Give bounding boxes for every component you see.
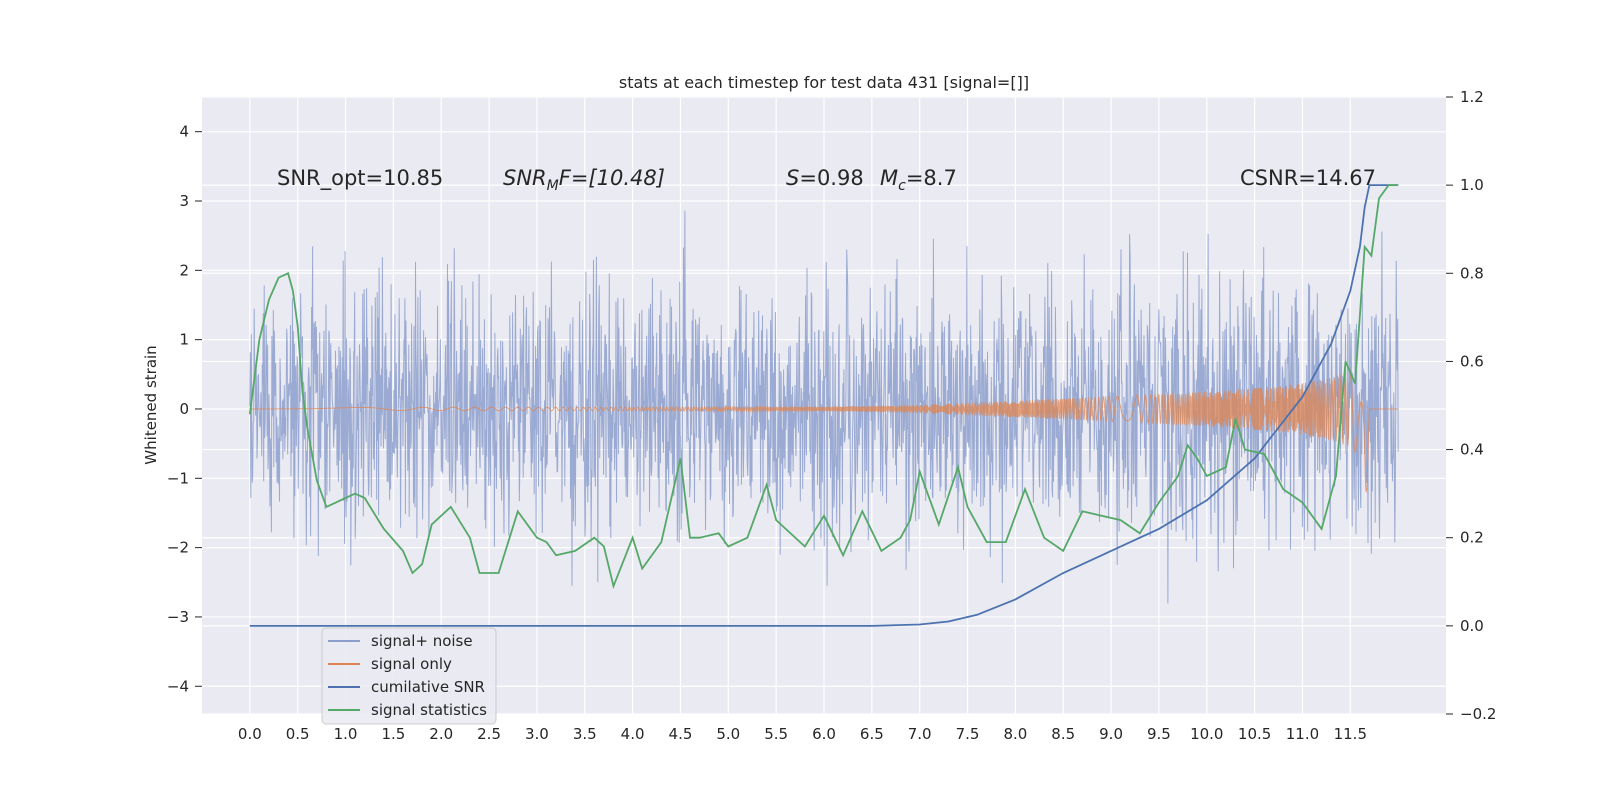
x-tick-label: 0.5	[286, 725, 310, 743]
x-tick-label: 2.0	[429, 725, 453, 743]
series-signal-noise	[249, 210, 1399, 604]
y-tick-label-left: −4	[167, 677, 189, 695]
annotation-mc-sub: c	[898, 178, 906, 194]
y-tick-label-left: −2	[167, 539, 189, 557]
chart-title: stats at each timestep for test data 431…	[619, 73, 1029, 92]
y-axis-label: Whitened strain	[142, 345, 160, 464]
y-tick-label-right: 1.0	[1460, 176, 1484, 194]
x-tick-label: 10.5	[1238, 725, 1271, 743]
series-signal-only	[249, 370, 1399, 493]
x-tick-label: 6.0	[812, 725, 836, 743]
x-tick-label: 3.0	[525, 725, 549, 743]
axes: 0.0 0.5 1.0 1.5 2.0 2.5 3.0 3.5 4.0 4.5 5.0 5.5 6.0 6…	[167, 88, 1497, 743]
y-tick-label-right: 0.0	[1460, 617, 1484, 635]
x-tick-label: 8.0	[1003, 725, 1027, 743]
annotation-snr-opt: SNR_opt=10.85	[277, 166, 443, 191]
x-tick-label: 11.5	[1334, 725, 1367, 743]
x-tick-label: 1.0	[334, 725, 358, 743]
legend-label-cumulative-snr: cumilative SNR	[371, 678, 485, 696]
x-tick-label: 7.0	[908, 725, 932, 743]
y-tick-label-left: 0	[179, 400, 189, 418]
annotation-mc-main: M	[880, 166, 898, 190]
annotation-s-rest: =0.98	[799, 166, 863, 190]
x-tick-label: 4.5	[669, 725, 693, 743]
legend-label-signal-statistics: signal statistics	[371, 701, 487, 719]
y-tick-label-right: 0.2	[1460, 529, 1484, 547]
x-tick-label: 8.5	[1051, 725, 1075, 743]
x-tick-label: 10.0	[1190, 725, 1223, 743]
x-tick-label: 9.5	[1147, 725, 1171, 743]
annotation-mc: Mc=8.7	[880, 166, 957, 194]
annotation-snr-mf-sub: M	[547, 178, 559, 194]
series-cumulative-snr	[249, 184, 1399, 627]
annotation-s: S=0.98	[786, 166, 864, 190]
x-tick-label: 5.5	[764, 725, 788, 743]
annotation-snr-mf: SNRMF=[10.48]	[503, 166, 665, 194]
annotation-csnr: CSNR=14.67	[1240, 166, 1376, 190]
series-signal-statistics	[248, 184, 1399, 590]
annotation-mc-rest: =8.7	[906, 166, 957, 190]
annotation-s-main: S	[786, 166, 799, 190]
legend: signal+ noise signal only cumilative SNR…	[321, 627, 497, 725]
x-tick-label: 9.0	[1099, 725, 1123, 743]
x-tick-label: 5.0	[716, 725, 740, 743]
x-tick-label: 1.5	[381, 725, 405, 743]
x-tick-label: 2.5	[477, 725, 501, 743]
annotations: SNR_opt=10.85 SNRMF=[10.48] S=0.98 Mc=8.…	[277, 166, 1376, 194]
x-tick-label: 11.0	[1286, 725, 1319, 743]
y-tick-label-left: 2	[179, 261, 189, 279]
y-tick-label-left: 4	[179, 123, 189, 141]
annotation-snr-mf-rest: F=[10.48]	[559, 166, 665, 190]
legend-label-signal-noise: signal+ noise	[371, 632, 473, 650]
y-tick-label-right: 0.8	[1460, 264, 1484, 282]
series-layer	[248, 184, 1399, 627]
x-tick-label: 6.5	[860, 725, 884, 743]
x-tick-label: 3.5	[573, 725, 597, 743]
legend-label-signal-only: signal only	[371, 655, 452, 673]
x-tick-label: 0.0	[238, 725, 262, 743]
x-tick-label: 4.0	[621, 725, 645, 743]
y-tick-label-right: 0.6	[1460, 352, 1484, 370]
annotation-snr-mf-main: SNR	[503, 166, 547, 190]
y-tick-label-left: −3	[167, 608, 189, 626]
y-tick-label-right: 0.4	[1460, 441, 1484, 459]
legend-box	[321, 627, 497, 725]
x-tick-label: 7.5	[956, 725, 980, 743]
y-tick-label-right: 1.2	[1460, 88, 1484, 106]
y-tick-label-right: −0.2	[1460, 705, 1496, 723]
y-tick-label-left: 1	[179, 331, 189, 349]
y-tick-label-left: −1	[167, 469, 189, 487]
y-tick-label-left: 3	[179, 192, 189, 210]
